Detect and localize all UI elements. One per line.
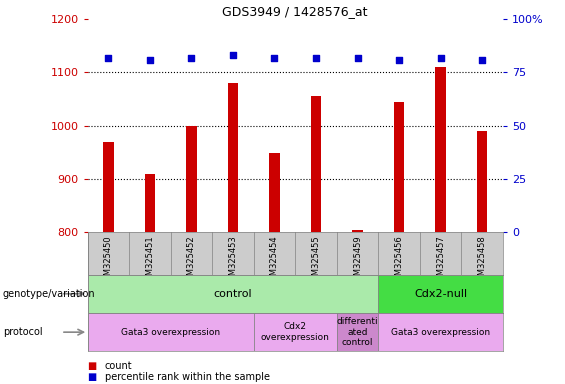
Text: GSM325455: GSM325455 (311, 236, 320, 286)
Point (270, 55, 279, 61)
Bar (379, 313, 503, 351)
Bar (88, 313, 254, 351)
Point (228, 52, 237, 58)
Bar (254, 313, 337, 351)
Text: genotype/variation: genotype/variation (3, 289, 95, 299)
Text: Cdx2
overexpression: Cdx2 overexpression (261, 323, 329, 342)
Text: protocol: protocol (3, 327, 42, 337)
Bar (88, 275, 379, 313)
Text: ■: ■ (88, 372, 97, 382)
Text: GSM325453: GSM325453 (228, 236, 237, 286)
Bar (436, 67, 446, 232)
Text: percentile rank within the sample: percentile rank within the sample (105, 372, 270, 382)
Title: GDS3949 / 1428576_at: GDS3949 / 1428576_at (223, 5, 368, 18)
Text: Gata3 overexpression: Gata3 overexpression (391, 328, 490, 337)
Bar (145, 174, 155, 232)
Text: GSM325451: GSM325451 (145, 236, 154, 286)
Text: Cdx2-null: Cdx2-null (414, 289, 467, 299)
Point (477, 56, 486, 63)
Text: ■: ■ (88, 361, 97, 371)
Point (436, 55, 445, 61)
Text: Gata3 overexpression: Gata3 overexpression (121, 328, 220, 337)
Bar (228, 83, 238, 232)
Point (394, 56, 403, 63)
Bar (379, 275, 503, 313)
Bar (103, 142, 114, 232)
Text: GSM325454: GSM325454 (270, 236, 279, 286)
Point (145, 56, 154, 63)
Bar (311, 96, 321, 232)
Text: GSM325450: GSM325450 (104, 236, 113, 286)
Point (311, 55, 320, 61)
Bar (337, 313, 379, 351)
Point (104, 55, 113, 61)
Text: differenti
ated
control: differenti ated control (337, 317, 379, 347)
Bar (270, 154, 280, 232)
Bar (477, 131, 487, 232)
Text: GSM325456: GSM325456 (394, 236, 403, 286)
Text: GSM325452: GSM325452 (187, 236, 196, 286)
Text: GSM325457: GSM325457 (436, 236, 445, 286)
Bar (394, 102, 404, 232)
Text: control: control (214, 289, 252, 299)
Bar (353, 230, 363, 232)
Text: GSM325458: GSM325458 (477, 236, 486, 286)
Text: GSM325459: GSM325459 (353, 236, 362, 286)
Text: count: count (105, 361, 132, 371)
Bar (186, 126, 197, 232)
Point (187, 55, 196, 61)
Point (353, 55, 362, 61)
